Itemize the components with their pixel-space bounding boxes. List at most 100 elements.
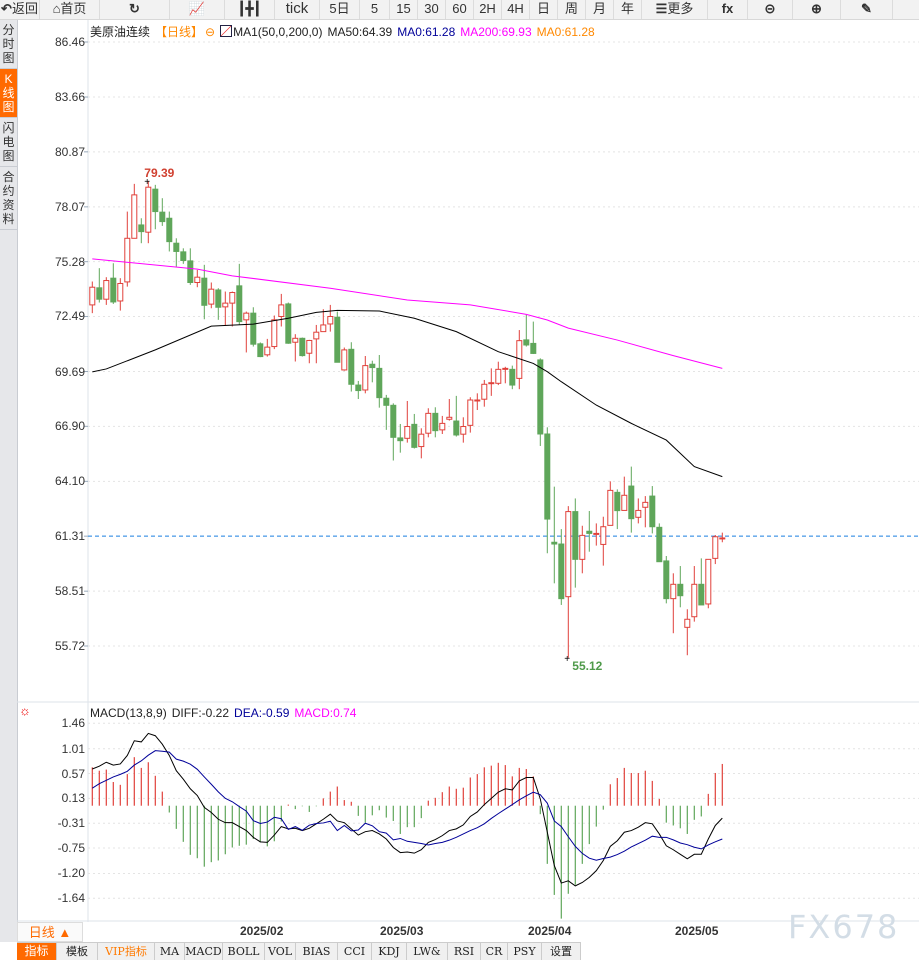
macd-name: MACD(13,8,9) [90,706,167,720]
candle-body [628,485,635,520]
candlestick-button[interactable]: ┃╋┃ [225,0,275,19]
indicator-tab-13[interactable]: PSY [508,943,542,960]
indicator-tab-9[interactable]: KDJ [372,943,407,960]
candle-body [250,312,257,345]
fx678-watermark: FX678 [788,908,900,946]
candle-body [397,437,404,442]
symbol-name: 美原油连续 [90,25,151,39]
zoom-out-button[interactable]: ⊝ [748,0,793,19]
period-4H-button[interactable]: 4H [502,0,530,19]
candle-body [663,560,670,600]
candle-body [621,494,628,511]
candle-body [593,532,600,535]
candle-body [383,397,390,406]
candle-body [271,319,278,348]
pen-button[interactable]: ✎ [841,0,893,19]
home-button[interactable]: ⌂首页 [40,0,100,19]
sidebar-tab-2[interactable]: 闪电图 [0,118,17,167]
toolbar-label: 30 [424,1,439,16]
candle-body [173,242,180,252]
period-15-button[interactable]: 15 [390,0,418,19]
menu-icon: ☰ [655,1,668,16]
candle-body [614,491,621,512]
price-tick-label: 78.07 [54,199,85,214]
period-30-button[interactable]: 30 [418,0,446,19]
indicator-settings-icon[interactable]: ☼ [19,703,31,718]
period-button[interactable]: 日线 ▲ [17,922,83,942]
back-arrow-button[interactable]: ↶返回 [0,0,40,19]
date-tick-label: 2025/04 [528,924,572,938]
candle-body [299,337,306,357]
candle-body [327,315,334,325]
zoom-in-button[interactable]: ⊕ [793,0,841,19]
toolbar-label: 返回 [11,1,38,16]
period-2H-button[interactable]: 2H [474,0,502,19]
candle-body [362,365,369,391]
candle-body [607,489,614,526]
candle-body [551,541,558,545]
candle-body [243,312,250,321]
indicator-tab-0[interactable]: 指标 [17,943,57,960]
period-年-button[interactable]: 年 [614,0,642,19]
toolbar-label: 年 [620,1,634,16]
indicator-tab-8[interactable]: CCI [338,943,372,960]
toolbar-label: 更多 [667,1,694,16]
toolbar-label: 首页 [60,1,87,16]
macd-value: MACD:0.74 [294,706,357,720]
candle-body [222,302,229,308]
macd-legend: MACD(13,8,9) DIFF:-0.22 DEA:-0.59 MACD:0.74 [90,706,361,720]
indicator-tab-6[interactable]: VOL [265,943,296,960]
period-5-button[interactable]: 5 [360,0,390,19]
indicator-tab-1[interactable]: 模板 [57,943,98,960]
candle-body [705,558,712,605]
candle-body [418,433,425,448]
candle-body [404,426,411,439]
line-chart-button[interactable]: 📈 [170,0,225,19]
toolbar-label: 月 [592,1,606,16]
sidebar-tab-3[interactable]: 合约资料 [0,167,17,230]
candle-body [453,420,460,436]
period-周-button[interactable]: 周 [558,0,586,19]
candle-body [523,339,530,346]
candle-body [719,537,726,540]
indicator-tab-7[interactable]: BIAS [296,943,338,960]
ma0-value: MA0:61.28 [397,25,456,39]
home-icon: ⌂ [52,1,61,16]
period-tick-button[interactable]: tick [275,0,320,19]
candle-body [411,423,418,448]
toolbar-label: 5日 [329,1,350,16]
candle-body [516,340,523,379]
candle-body [579,534,586,560]
macd-tick-label: 1.01 [61,741,85,756]
menu-button[interactable]: ☰更多 [642,0,708,19]
candle-body [530,342,537,354]
candle-body [159,211,166,223]
candle-body [236,285,243,323]
candle-body [649,495,656,528]
function-button[interactable]: fx [708,0,748,19]
ma50-value: MA50:64.39 [327,25,393,39]
indicator-tab-10[interactable]: LW& [407,943,448,960]
settings-circle-icon[interactable]: ⊖ [205,25,216,39]
candle-body [544,433,551,520]
indicator-tab-3[interactable]: MA [155,943,185,960]
sidebar-tab-0[interactable]: 分时图 [0,20,17,69]
period-5日-button[interactable]: 5日 [320,0,360,19]
indicator-tab-14[interactable]: 设置 [542,943,581,960]
candle-body [341,349,348,371]
candle-body [320,324,327,333]
indicator-tab-5[interactable]: BOLL [223,943,265,960]
candle-body [131,194,138,239]
ma200-value: MA200:69.93 [460,25,532,39]
refresh-button[interactable]: ↻ [100,0,170,19]
period-60-button[interactable]: 60 [446,0,474,19]
indicator-tab-12[interactable]: CR [481,943,508,960]
candle-body [201,277,208,306]
indicator-tab-11[interactable]: RSI [448,943,481,960]
indicator-tab-2[interactable]: VIP指标 [98,943,155,960]
indicator-tab-4[interactable]: MACD [185,943,223,960]
period-日-button[interactable]: 日 [530,0,558,19]
sidebar-tab-1[interactable]: K线图 [0,69,17,118]
period-月-button[interactable]: 月 [586,0,614,19]
